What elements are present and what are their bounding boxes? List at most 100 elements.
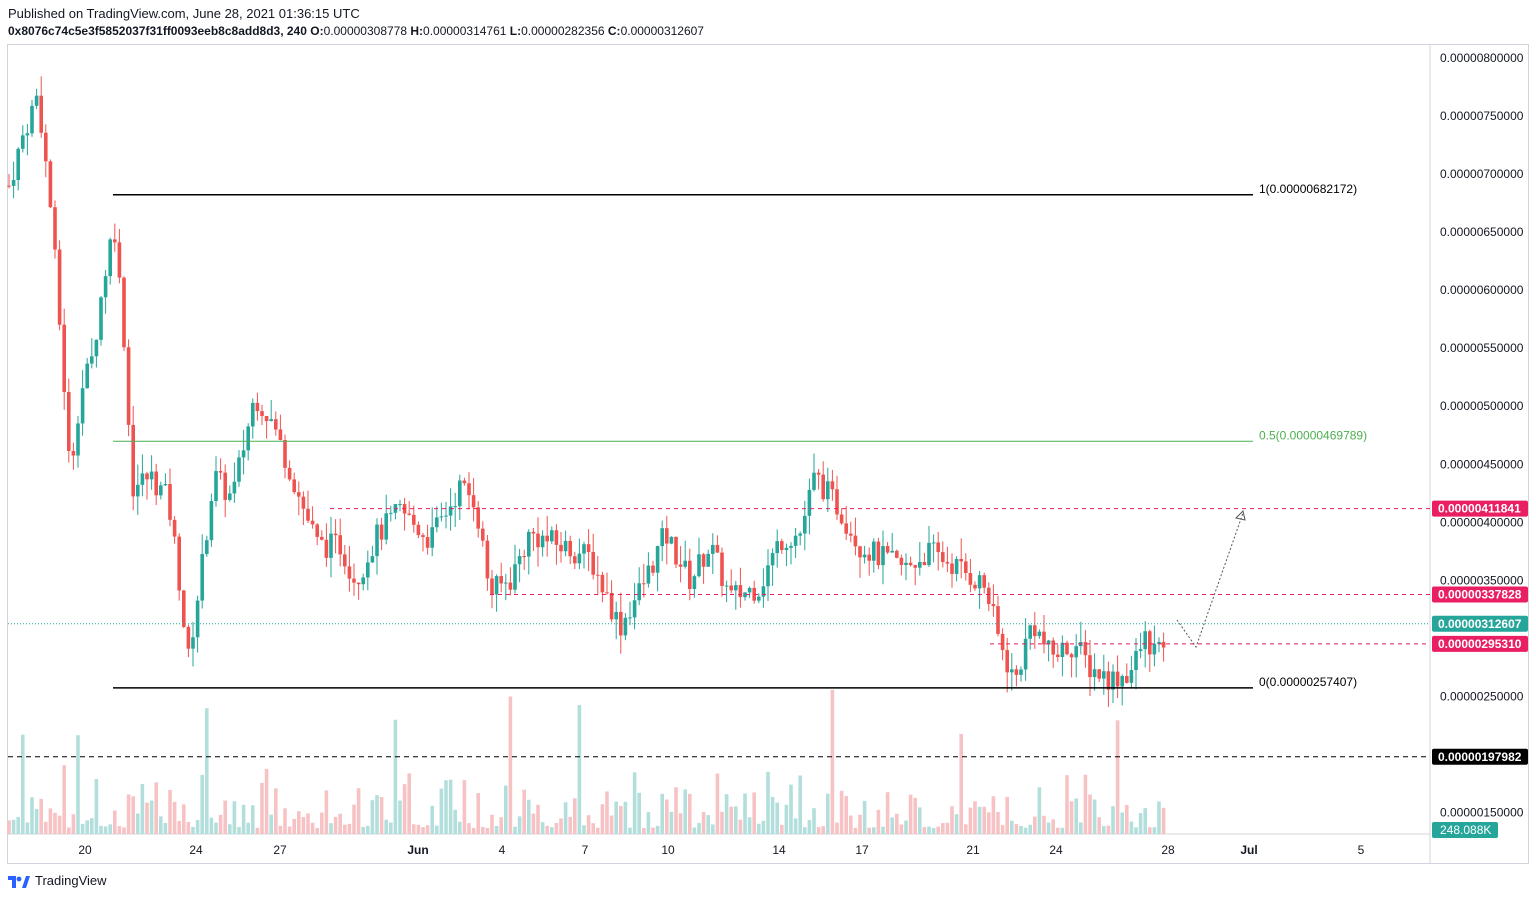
candle-body [375,524,379,557]
volume-bar [605,791,609,834]
candle-body [504,582,508,584]
volume-bar [1074,798,1078,834]
volume-label: 248.088K [1440,823,1491,837]
candle-body [39,95,43,133]
volume-bar [356,788,361,834]
candle-body [122,277,126,348]
volume-bar [163,822,168,834]
volume-bar [858,814,862,834]
candle-body [310,520,315,525]
volume-bar [343,824,347,834]
last-price-badge [1432,615,1528,632]
candle-body [209,500,214,541]
volume-bar [803,827,807,834]
volume-bar [352,804,356,834]
published-text: Published on TradingView.com, June 28, 2… [8,6,360,21]
candle-body [287,467,292,480]
candle-body [458,480,462,507]
volume-bar [228,824,232,834]
candle-body [1065,642,1069,655]
volume-bar [559,818,563,834]
volume-bar [1056,827,1060,834]
volume-bar [126,794,131,834]
chart-frame[interactable] [7,44,1529,864]
y-tick-label: 0.00000350000 [1440,573,1524,587]
candle-body [950,563,954,574]
volume-bar [577,704,582,834]
volume-bar [1079,822,1083,834]
candle-body [945,561,950,564]
candle-body [260,411,264,416]
volume-bar [241,804,246,834]
candle-body [674,536,678,565]
candle-body [421,535,425,538]
y-tick-label: 0.00000500000 [1440,399,1524,413]
volume-bar [200,774,204,834]
candle-body [858,546,862,558]
candle-body [816,472,821,475]
volume-bar [651,827,655,834]
volume-bar [734,806,738,834]
volume-bar [255,827,260,834]
level-price-badge [1432,748,1528,765]
candle-body [103,276,108,298]
volume-bar [1152,827,1157,834]
volume-bar [807,820,812,834]
candle-body [688,560,692,589]
volume-bar [959,733,963,834]
candle-body [784,547,789,551]
candle-body [734,585,738,591]
volume-bar [177,820,181,834]
candle-body [738,585,743,598]
volume-bar [1111,806,1115,834]
volume-bar [789,784,793,834]
volume-bar [499,817,503,834]
volume-bar [1019,826,1023,834]
candle-body [407,513,411,515]
candle-body [715,544,720,553]
candle-body [931,542,936,544]
candle-body [297,492,301,497]
candle-body [71,450,76,456]
volume-bar [568,816,572,834]
candle-body [1161,641,1166,648]
candle-body [803,515,807,534]
volume-bar [462,780,467,834]
candle-body [628,617,632,619]
candle-body [255,402,260,412]
y-tick-label: 0.00000450000 [1440,457,1524,471]
candle-body [665,528,669,544]
candle-body [913,565,917,568]
candle-body [968,573,973,585]
candle-body [301,496,306,509]
candle-body [324,539,329,558]
candle-body [591,551,595,575]
volume-bar [1129,821,1134,834]
volume-bar [39,798,43,834]
volume-bar [908,794,913,834]
volume-bar [99,825,103,834]
candle-body [412,514,416,525]
candle-body [582,544,586,554]
volume-bar [996,811,1000,834]
volume-bar [1005,796,1009,834]
candle-body [789,545,793,548]
projection-arrow-head [1235,510,1246,521]
volume-bar [269,814,273,834]
candle-body [550,530,554,542]
volume-bar [655,825,660,834]
candle-body [908,562,913,566]
candle-body [651,565,655,573]
candle-body [214,471,218,501]
tradingview-logo[interactable]: TradingView [8,873,107,888]
candle-body [720,552,724,586]
volume-bar [1138,813,1143,834]
volume-bar [895,813,899,834]
candle-body [177,536,181,591]
level-price-label: 0.00000411841 [1438,502,1521,516]
candle-body [251,402,255,427]
candle-body [490,578,494,595]
candle-body [439,516,444,518]
candle-body [1120,676,1124,687]
